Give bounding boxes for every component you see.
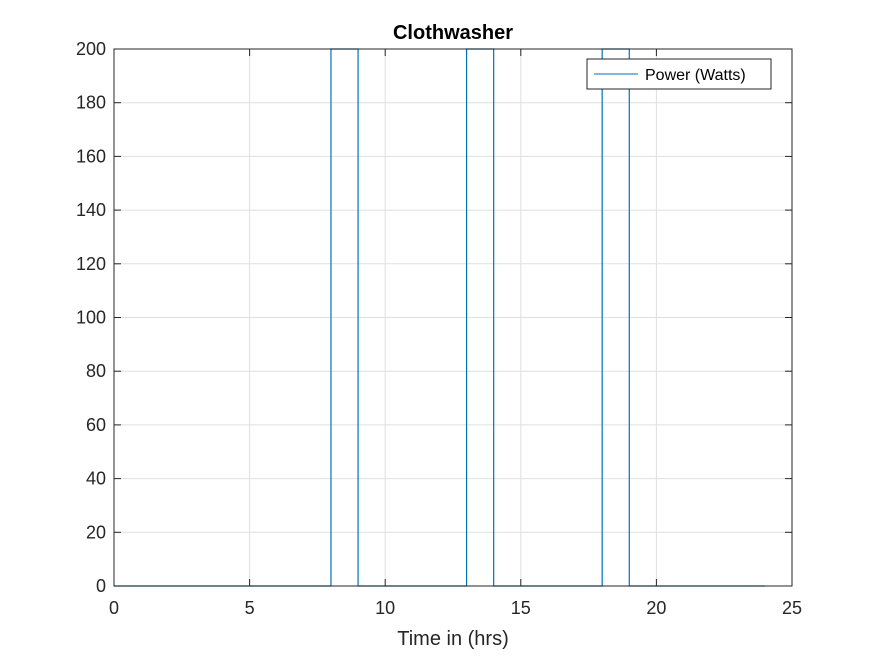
y-tick-label: 180 <box>76 93 106 113</box>
y-tick-label: 20 <box>86 522 106 542</box>
ticks: 0 5 10 15 20 25 0 20 40 60 80 100 120 140 160 180 200 <box>76 39 802 618</box>
x-tick-label: 25 <box>782 598 802 618</box>
y-tick-label: 80 <box>86 361 106 381</box>
x-tick-label: 20 <box>646 598 666 618</box>
y-tick-label: 60 <box>86 415 106 435</box>
x-axis-label: Time in (hrs) <box>397 628 508 650</box>
y-tick-label: 140 <box>76 200 106 220</box>
y-tick-label: 100 <box>76 308 106 328</box>
legend-label: Power (Watts) <box>645 67 746 84</box>
x-tick-label: 0 <box>109 598 119 618</box>
x-tick-label: 15 <box>511 598 531 618</box>
y-tick-label: 160 <box>76 146 106 166</box>
y-tick-label: 0 <box>96 576 106 596</box>
grid <box>114 49 792 586</box>
x-tick-label: 5 <box>245 598 255 618</box>
y-tick-label: 40 <box>86 469 106 489</box>
y-tick-label: 200 <box>76 39 106 59</box>
legend: Power (Watts) <box>586 58 772 90</box>
chart-title: Clothwasher <box>393 22 513 44</box>
y-tick-label: 120 <box>76 254 106 274</box>
x-tick-label: 10 <box>375 598 395 618</box>
